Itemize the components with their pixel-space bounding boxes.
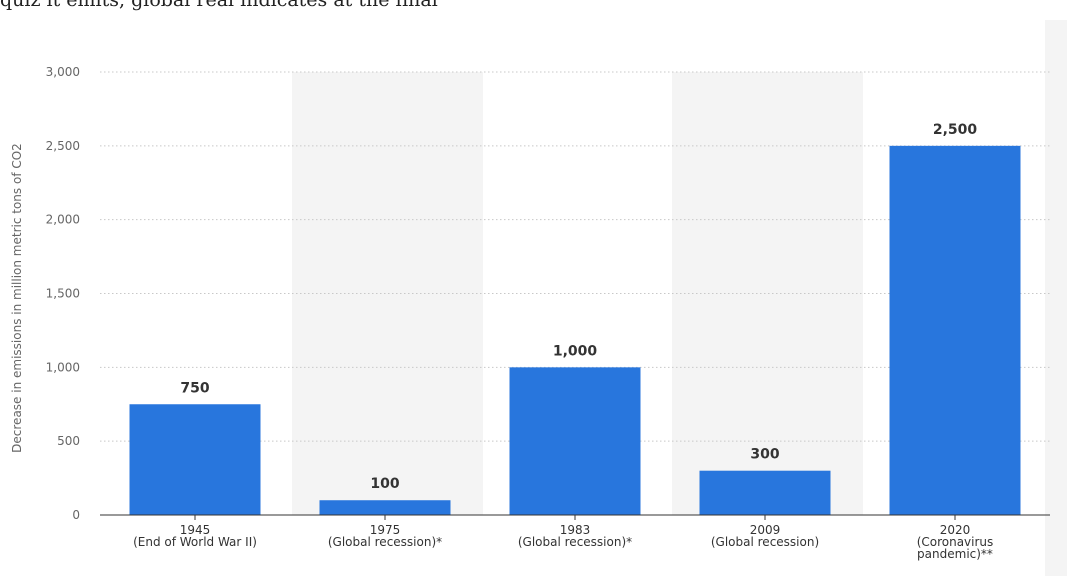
bar [509,367,641,515]
y-tick-label: 2,000 [46,213,80,227]
bar [319,500,451,515]
x-tick-label: (Global recession) [711,535,819,549]
y-tick-label: 0 [72,508,80,522]
x-tick-label: 2009 [750,523,781,537]
bar [129,404,261,515]
y-tick-label: 1,000 [46,360,80,374]
x-tick-label: (Coronavirus [917,535,994,549]
bar-value-label: 300 [750,447,779,463]
x-tick-label: 1983 [560,523,591,537]
x-tick-label: pandemic)** [917,547,993,561]
y-tick-label: 500 [57,434,80,448]
bar-value-label: 2,500 [933,122,978,138]
bar [889,145,1021,516]
shaded-band-1975 [292,72,483,515]
x-tick-label: (Global recession)* [518,535,632,549]
y-tick-label: 2,500 [46,139,80,153]
y-tick-label: 3,000 [46,65,80,79]
bar [699,470,831,515]
bar-value-label: 1,000 [553,343,598,359]
shaded-band-2009 [672,72,863,515]
x-tick-label: (End of World War II) [133,535,257,549]
bar-value-label: 750 [180,380,209,396]
x-tick-label: 1975 [370,523,401,537]
x-tick-label: 2020 [940,523,971,537]
x-tick-label: (Global recession)* [328,535,442,549]
right-edge-panel [1045,20,1067,576]
cropped-caption-text: quiz it emits, global real indicates at … [0,0,438,11]
top-strip: quiz it emits, global real indicates at … [0,0,1067,20]
bar-value-label: 100 [370,476,399,492]
x-tick-label: 1945 [180,523,211,537]
y-tick-label: 1,500 [46,287,80,301]
